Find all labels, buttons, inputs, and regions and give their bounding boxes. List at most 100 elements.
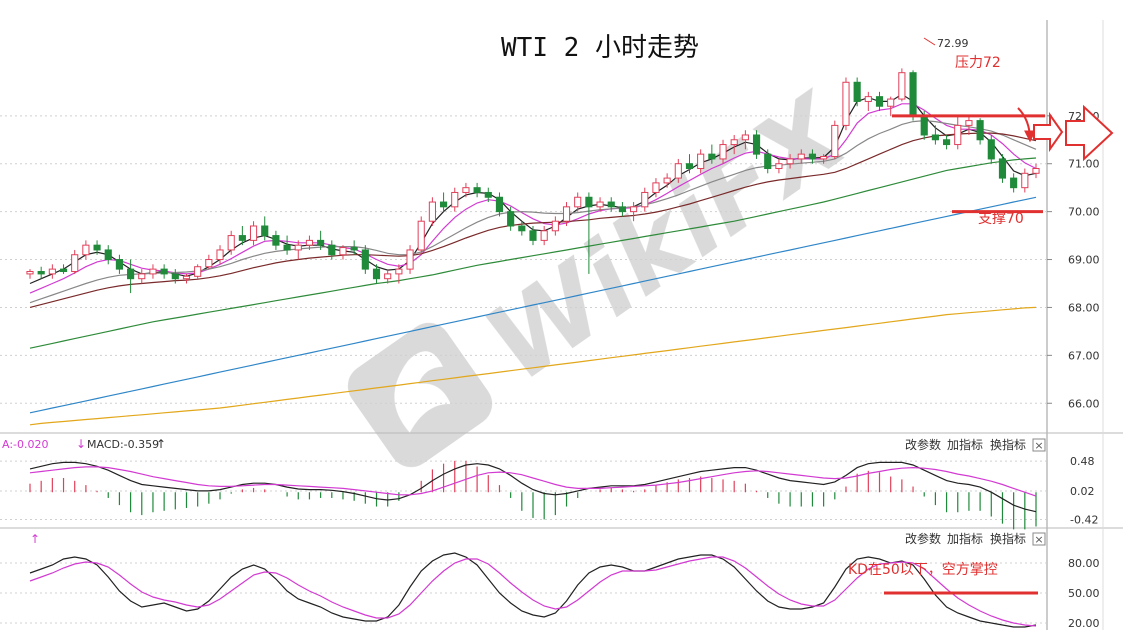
kd-header: ↑	[30, 532, 40, 546]
candle	[831, 120, 839, 159]
candle	[775, 158, 783, 174]
candle	[797, 149, 805, 164]
candle-body	[272, 235, 280, 246]
kd-close-icon[interactable]: ×	[1032, 532, 1046, 546]
kd-switch-indicator-button[interactable]: 换指标	[990, 531, 1026, 546]
candle-body	[1010, 177, 1018, 189]
candle-body	[160, 268, 168, 275]
candle-body	[529, 230, 537, 241]
macd-y-axis: 0.48 0.02 -0.42	[1070, 455, 1098, 526]
kd-y-tick-label: 50.00	[1068, 587, 1100, 600]
macd-toolbar: 改参数 加指标 换指标 ×	[905, 437, 1046, 452]
candle-body	[887, 98, 895, 107]
candle-body	[954, 124, 962, 146]
candlesticks	[26, 68, 1040, 294]
macd-y-tick-label: 0.48	[1070, 455, 1095, 468]
candle-body	[495, 196, 504, 213]
candle	[607, 197, 615, 212]
candle-body	[909, 72, 917, 117]
candle	[574, 192, 582, 212]
ma-line-4	[29, 157, 1037, 349]
candle	[127, 259, 135, 294]
candle	[887, 96, 895, 116]
candle	[641, 187, 649, 212]
candle	[294, 240, 302, 260]
candle-body	[518, 225, 526, 232]
macd-header-dea: A:-0.020	[2, 438, 49, 451]
candle	[730, 134, 738, 155]
candle-body	[652, 182, 660, 193]
candle	[708, 144, 716, 164]
ma-line-6	[29, 306, 1037, 426]
candle-body	[674, 163, 682, 179]
candle	[305, 235, 314, 250]
candle-body	[149, 268, 157, 275]
candle	[786, 154, 794, 169]
candle	[652, 178, 660, 198]
candle	[272, 230, 280, 250]
candle-body	[93, 244, 101, 251]
candle-body	[294, 244, 302, 251]
kd-add-indicator-button[interactable]: 加指标	[947, 531, 983, 546]
downward-arrow-annotation	[1017, 107, 1036, 143]
candle	[685, 154, 694, 174]
candle-body	[104, 249, 112, 261]
candle-body	[618, 206, 626, 213]
candle-body	[249, 225, 258, 241]
candle	[529, 226, 537, 246]
candle-body	[216, 249, 224, 261]
candle	[909, 70, 917, 121]
kd-annotation-label: KD在50以下，空方掌控	[848, 562, 998, 578]
macd-y-tick-label: -0.42	[1070, 514, 1098, 527]
macd-header: A:-0.020 ↓ MACD:-0.359 ↑	[2, 437, 166, 451]
candle	[943, 134, 951, 150]
macd-change-params-button[interactable]: 改参数	[905, 437, 941, 452]
candle-body	[987, 139, 995, 160]
candle	[752, 130, 761, 159]
kd-y-tick-label: 20.00	[1068, 617, 1100, 630]
candle-body	[775, 163, 783, 170]
macd-close-icon[interactable]: ×	[1032, 438, 1046, 452]
candle	[71, 249, 79, 274]
candle	[339, 245, 347, 260]
candle	[283, 235, 291, 255]
candle	[1010, 173, 1018, 193]
candle	[82, 240, 90, 260]
candle-body	[171, 273, 179, 280]
macd-header-arrow-down: ↓	[76, 437, 86, 451]
candle	[998, 154, 1007, 183]
macd-add-indicator-button[interactable]: 加指标	[947, 437, 983, 452]
candle	[406, 245, 414, 274]
macd-switch-indicator-button[interactable]: 换指标	[990, 437, 1026, 452]
candle	[853, 77, 861, 107]
kd-y-axis: 80.00 50.00 20.00	[1068, 557, 1100, 630]
macd-header-arrow-up: ↑	[156, 437, 166, 451]
high-marker: 72.99	[923, 37, 969, 50]
candle-body	[317, 239, 325, 246]
kd-change-params-button[interactable]: 改参数	[905, 531, 941, 546]
candle-body	[462, 187, 470, 193]
candle-body	[685, 163, 694, 170]
macd-lines	[29, 461, 1037, 513]
kd-lines	[29, 552, 1037, 628]
candle-body	[194, 266, 202, 277]
candle	[674, 158, 682, 183]
main-y-tick-label: 66.00	[1068, 397, 1100, 410]
candle-body	[395, 268, 403, 275]
candle-body	[708, 153, 716, 160]
candle	[875, 91, 884, 112]
candle	[596, 197, 604, 212]
candle-body	[663, 177, 671, 184]
candle-body	[138, 273, 146, 280]
candle	[931, 125, 939, 145]
candle-body	[372, 268, 381, 280]
candle-body	[440, 201, 448, 208]
candle-body	[641, 191, 649, 208]
kd-toolbar: 改参数 加指标 换指标 ×	[905, 531, 1046, 546]
candle-body	[965, 120, 973, 126]
candle	[26, 269, 34, 279]
candle-body	[741, 134, 749, 141]
candle-body	[943, 139, 951, 146]
wikifx-eagle-logo	[347, 322, 493, 468]
